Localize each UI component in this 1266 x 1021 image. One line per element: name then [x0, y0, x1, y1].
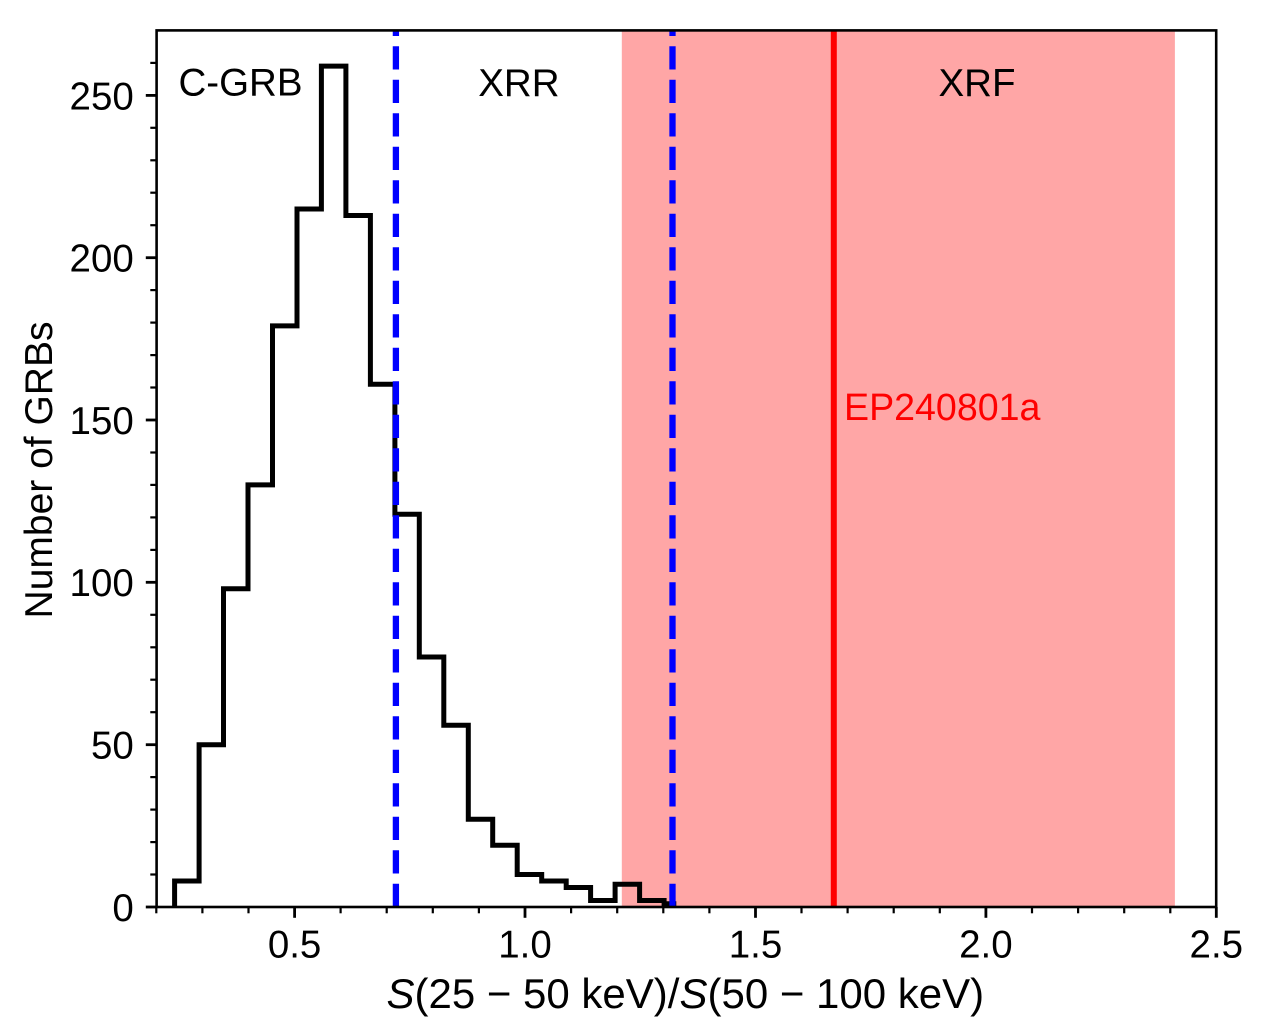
svg-text:2.5: 2.5	[1190, 924, 1244, 967]
svg-text:0: 0	[112, 887, 133, 930]
svg-text:Number of GRBs: Number of GRBs	[18, 322, 61, 619]
svg-text:XRF: XRF	[939, 62, 1016, 105]
svg-text:EP240801a: EP240801a	[844, 386, 1041, 428]
svg-text:100: 100	[70, 562, 134, 605]
svg-text:S(25 − 50 keV)/S(50 − 100 keV): S(25 − 50 keV)/S(50 − 100 keV)	[386, 970, 984, 1017]
svg-text:150: 150	[70, 400, 134, 443]
svg-text:C-GRB: C-GRB	[178, 62, 302, 105]
svg-text:XRR: XRR	[478, 62, 559, 105]
svg-text:250: 250	[70, 75, 134, 118]
svg-text:200: 200	[70, 238, 134, 281]
svg-text:0.5: 0.5	[268, 924, 322, 967]
svg-text:1.5: 1.5	[729, 924, 783, 967]
svg-text:1.0: 1.0	[498, 924, 552, 967]
svg-text:2.0: 2.0	[959, 924, 1013, 967]
svg-text:50: 50	[91, 725, 134, 768]
